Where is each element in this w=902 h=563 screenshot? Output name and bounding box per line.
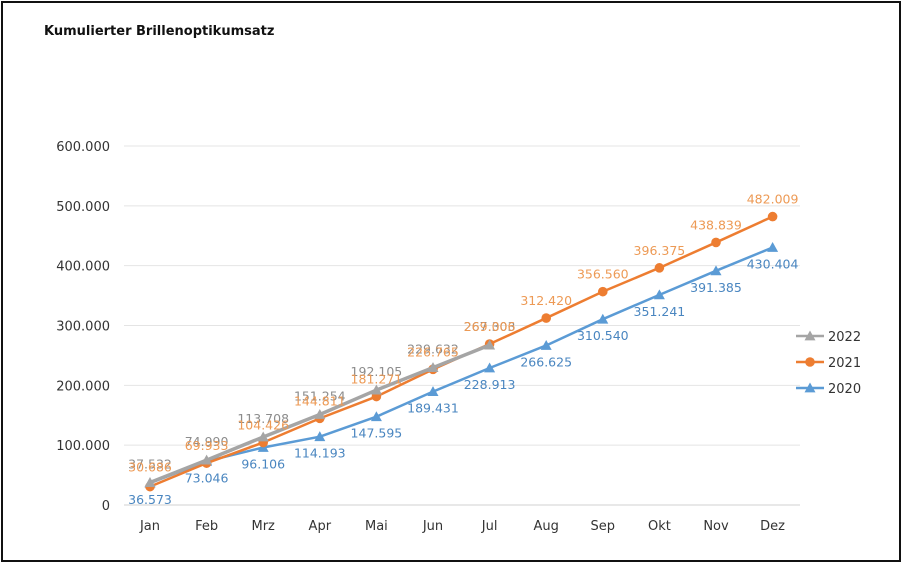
y-tick-label: 600.000: [56, 140, 110, 155]
data-label: 189.431: [407, 401, 459, 416]
data-label: 151.254: [294, 388, 346, 403]
data-point: [427, 386, 439, 397]
x-tick-label: Okt: [648, 519, 671, 534]
data-label: 96.106: [241, 456, 285, 471]
x-tick-label: Nov: [703, 519, 729, 534]
y-tick-label: 200.000: [56, 379, 110, 394]
data-label: 482.009: [747, 192, 799, 207]
data-label: 438.839: [690, 217, 742, 232]
data-label: 266.625: [520, 354, 572, 369]
y-tick-label: 100.000: [56, 439, 110, 454]
data-point: [484, 362, 496, 373]
data-point: [597, 313, 609, 324]
data-point: [314, 408, 326, 419]
data-point: [540, 339, 552, 350]
x-tick-label: Aug: [534, 519, 559, 534]
x-tick-label: Mrz: [252, 519, 276, 534]
data-point: [201, 454, 213, 465]
data-label: 192.105: [351, 364, 403, 379]
series-line-2020: [149, 246, 774, 485]
data-point: [767, 241, 779, 252]
data-label: 144.811: [294, 393, 346, 408]
data-label: 181.271: [351, 372, 403, 387]
chart-title: Kumulierter Brillenoptikumsatz: [44, 24, 275, 39]
data-point: [370, 384, 382, 395]
x-tick-label: Jan: [139, 519, 160, 534]
data-label: 74.990: [185, 434, 229, 449]
x-tick-label: Jun: [422, 519, 443, 534]
data-label: 310.540: [577, 328, 629, 343]
y-tick-label: 0: [102, 499, 110, 514]
data-point: [427, 362, 439, 373]
data-label: 430.404: [747, 256, 799, 271]
data-point: [370, 411, 382, 422]
y-tick-label: 400.000: [56, 260, 110, 275]
data-label: 312.420: [520, 293, 572, 308]
data-label: 226.765: [407, 344, 459, 359]
data-label: 69.933: [185, 438, 229, 453]
x-tick-label: Dez: [760, 519, 785, 534]
legend-label-2021: 2021: [828, 356, 861, 371]
x-tick-label: Sep: [591, 519, 616, 534]
x-tick-label: Apr: [309, 519, 332, 534]
data-label: 229.632: [407, 342, 459, 357]
data-point: [144, 477, 156, 487]
data-point: [314, 431, 326, 442]
data-label: 396.375: [634, 243, 686, 258]
legend-marker: [805, 357, 815, 367]
data-point: [710, 265, 722, 276]
x-tick-label: Mai: [365, 519, 388, 534]
data-label: 73.046: [185, 470, 229, 485]
legend-label-2020: 2020: [828, 382, 861, 397]
data-point: [654, 263, 665, 273]
data-label: 113.708: [237, 411, 289, 426]
data-point: [767, 211, 778, 222]
data-point: [484, 339, 496, 350]
data-point: [257, 431, 269, 442]
x-tick-label: Feb: [195, 519, 218, 534]
data-label: 267.303: [464, 319, 516, 334]
data-label: 36.573: [128, 492, 172, 507]
legend-marker: [804, 382, 816, 393]
data-label: 104.426: [237, 418, 289, 433]
data-label: 37.532: [128, 457, 172, 472]
data-label: 269.006: [464, 319, 516, 334]
data-label: 391.385: [690, 280, 742, 295]
data-label: 30.686: [128, 460, 172, 475]
data-point: [653, 289, 665, 300]
legend-marker: [804, 330, 816, 341]
data-point: [541, 313, 551, 323]
y-tick-label: 500.000: [56, 200, 110, 215]
data-label: 356.560: [577, 267, 629, 282]
x-tick-label: Jul: [481, 519, 498, 534]
data-label: 147.595: [351, 426, 403, 441]
y-tick-label: 300.000: [56, 320, 110, 335]
data-point: [598, 286, 608, 297]
data-label: 351.241: [634, 304, 686, 319]
data-point: [711, 237, 721, 248]
legend-label-2022: 2022: [828, 330, 861, 345]
data-label: 228.913: [464, 377, 516, 392]
data-label: 114.193: [294, 446, 346, 461]
